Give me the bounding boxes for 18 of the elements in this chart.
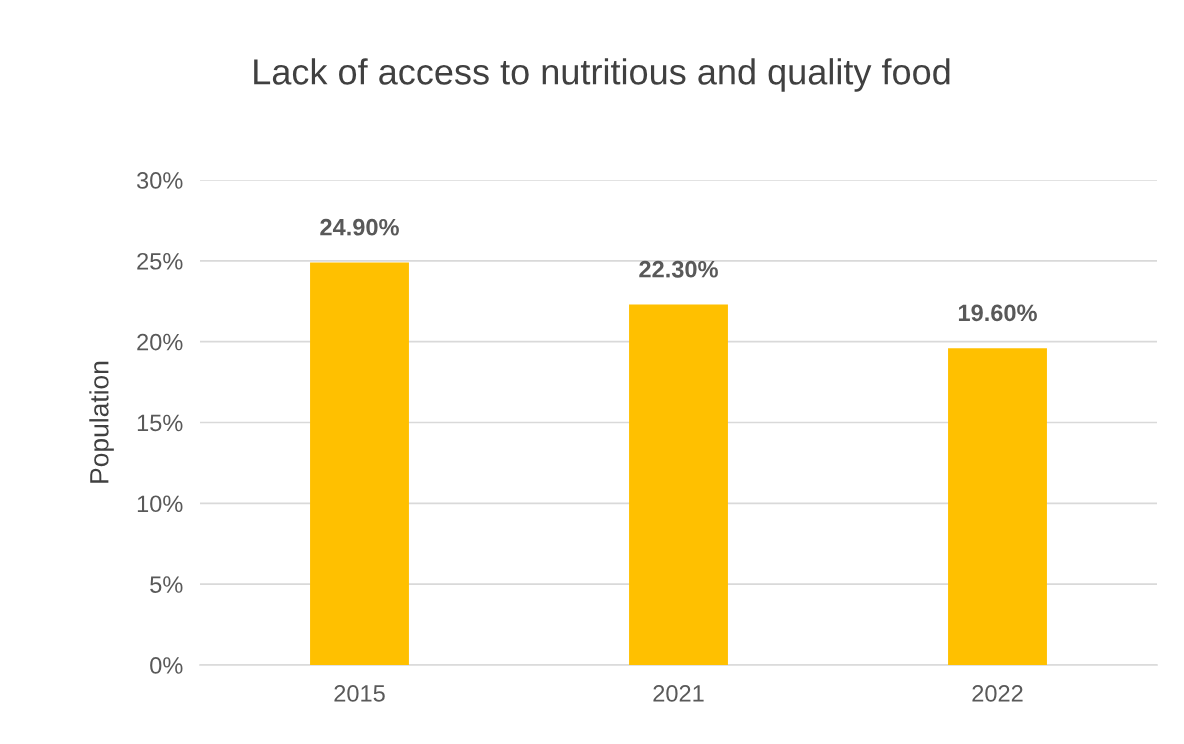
- data-label: 19.60%: [958, 304, 1037, 322]
- bar: [629, 304, 728, 665]
- y-tick-label: 0%: [150, 657, 183, 674]
- y-tick-label: 15%: [137, 414, 183, 432]
- y-tick-label: 30%: [136, 172, 183, 189]
- y-tick-label: 25%: [137, 252, 183, 270]
- bar: [310, 262, 409, 665]
- y-axis-title: Population: [89, 361, 114, 483]
- data-label: 22.30%: [639, 260, 718, 278]
- chart-title: Lack of access to nutritious and quality food: [254, 58, 950, 92]
- x-tick-label: 2022: [972, 685, 1023, 702]
- x-tick-label: 2015: [334, 685, 385, 702]
- y-tick-label: 20%: [137, 333, 183, 351]
- data-label: 24.90%: [320, 218, 399, 236]
- x-tick-label: 2021: [653, 685, 704, 702]
- bar: [948, 348, 1047, 665]
- y-tick-label: 5%: [150, 576, 183, 593]
- y-tick-label: 10%: [137, 495, 183, 513]
